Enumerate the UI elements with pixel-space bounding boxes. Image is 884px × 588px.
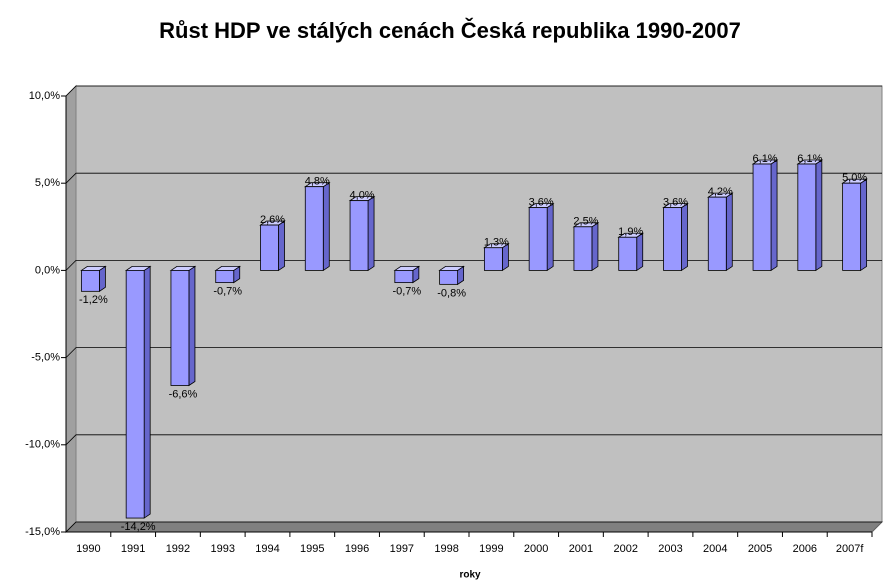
bar bbox=[439, 269, 459, 285]
grid-line bbox=[65, 434, 882, 446]
bar bbox=[797, 163, 817, 271]
x-tick-label: 1991 bbox=[121, 543, 145, 555]
y-tick-label: 5,0% bbox=[35, 177, 60, 189]
data-label: 1,9% bbox=[618, 226, 643, 238]
data-label: 4,2% bbox=[708, 186, 733, 198]
bar-side bbox=[591, 222, 599, 272]
data-label: -1,2% bbox=[79, 294, 108, 306]
data-label: -0,7% bbox=[392, 286, 421, 298]
y-tick-label: -15,0% bbox=[25, 526, 60, 538]
back-wall bbox=[75, 85, 883, 523]
bar-side bbox=[860, 178, 868, 272]
data-label: -0,8% bbox=[437, 287, 466, 299]
y-tick-label: -5,0% bbox=[31, 352, 60, 364]
x-tick-label: 2000 bbox=[524, 543, 548, 555]
bar bbox=[707, 196, 727, 271]
bar bbox=[618, 236, 638, 271]
bar-side bbox=[188, 265, 196, 387]
data-label: 6,1% bbox=[797, 153, 822, 165]
bar-side bbox=[636, 232, 644, 272]
y-tick-label: 10,0% bbox=[29, 90, 60, 102]
x-tick-label: 2006 bbox=[793, 543, 817, 555]
data-label: -14,2% bbox=[121, 521, 156, 533]
x-tick-label: 2005 bbox=[748, 543, 772, 555]
grid-line bbox=[65, 172, 882, 184]
data-label: 3,6% bbox=[529, 197, 554, 209]
x-tick-label: 2003 bbox=[658, 543, 682, 555]
grid-line bbox=[65, 259, 882, 271]
bar bbox=[80, 269, 100, 292]
bar bbox=[125, 269, 145, 519]
x-tick-label: 2002 bbox=[613, 543, 637, 555]
bar bbox=[663, 207, 682, 271]
side-wall bbox=[65, 84, 77, 534]
bar bbox=[483, 247, 503, 271]
x-tick-label: 2007f bbox=[836, 543, 864, 555]
data-label: 6,1% bbox=[753, 153, 778, 165]
bar-side bbox=[367, 195, 375, 272]
bar bbox=[304, 186, 324, 271]
data-label: 3,6% bbox=[663, 197, 688, 209]
bar bbox=[394, 269, 414, 284]
bar-side bbox=[322, 181, 330, 272]
x-tick-label: 1990 bbox=[76, 543, 100, 555]
bar-side bbox=[278, 220, 285, 272]
bar bbox=[528, 207, 548, 271]
bar bbox=[260, 224, 279, 271]
bar bbox=[215, 269, 235, 284]
grid-line bbox=[65, 521, 882, 533]
x-tick-label: 1998 bbox=[434, 543, 458, 555]
data-label: 4,0% bbox=[350, 190, 375, 202]
bar-side bbox=[770, 159, 778, 272]
data-label: 2,6% bbox=[260, 214, 285, 226]
x-tick-label: 1992 bbox=[166, 543, 190, 555]
bar bbox=[170, 269, 190, 386]
bar bbox=[842, 182, 862, 271]
y-tick-label: -10,0% bbox=[25, 439, 60, 451]
chart-title: Růst HDP ve stálých cenách Česká republi… bbox=[159, 18, 741, 43]
x-tick-label: 2001 bbox=[569, 543, 593, 555]
y-tick-label: 0,0% bbox=[35, 264, 60, 276]
bar-side bbox=[143, 265, 151, 519]
bar-side bbox=[546, 202, 554, 272]
data-label: -0,7% bbox=[213, 286, 242, 298]
x-tick-label: 2004 bbox=[703, 543, 727, 555]
data-label: 1,3% bbox=[484, 237, 509, 249]
bar-side bbox=[815, 159, 823, 272]
bar bbox=[349, 200, 369, 271]
floor bbox=[64, 521, 884, 533]
x-tick-label: 1996 bbox=[345, 543, 369, 555]
bar-side bbox=[725, 192, 733, 272]
x-axis-title: roky bbox=[459, 570, 481, 581]
data-label: 5,0% bbox=[842, 172, 867, 184]
x-tick-label: 1993 bbox=[210, 543, 234, 555]
bar-side bbox=[681, 202, 688, 272]
x-tick-label: 1999 bbox=[479, 543, 503, 555]
data-label: 2,5% bbox=[573, 216, 598, 228]
grid-line bbox=[65, 347, 882, 358]
grid-line bbox=[65, 85, 882, 97]
x-tick-label: 1994 bbox=[255, 543, 279, 555]
x-tick-label: 1997 bbox=[390, 543, 414, 555]
data-label: 4,8% bbox=[305, 176, 330, 188]
x-tick-label: 1995 bbox=[300, 543, 324, 555]
data-label: -6,6% bbox=[169, 388, 198, 400]
bar bbox=[752, 163, 772, 271]
bar bbox=[573, 226, 593, 271]
